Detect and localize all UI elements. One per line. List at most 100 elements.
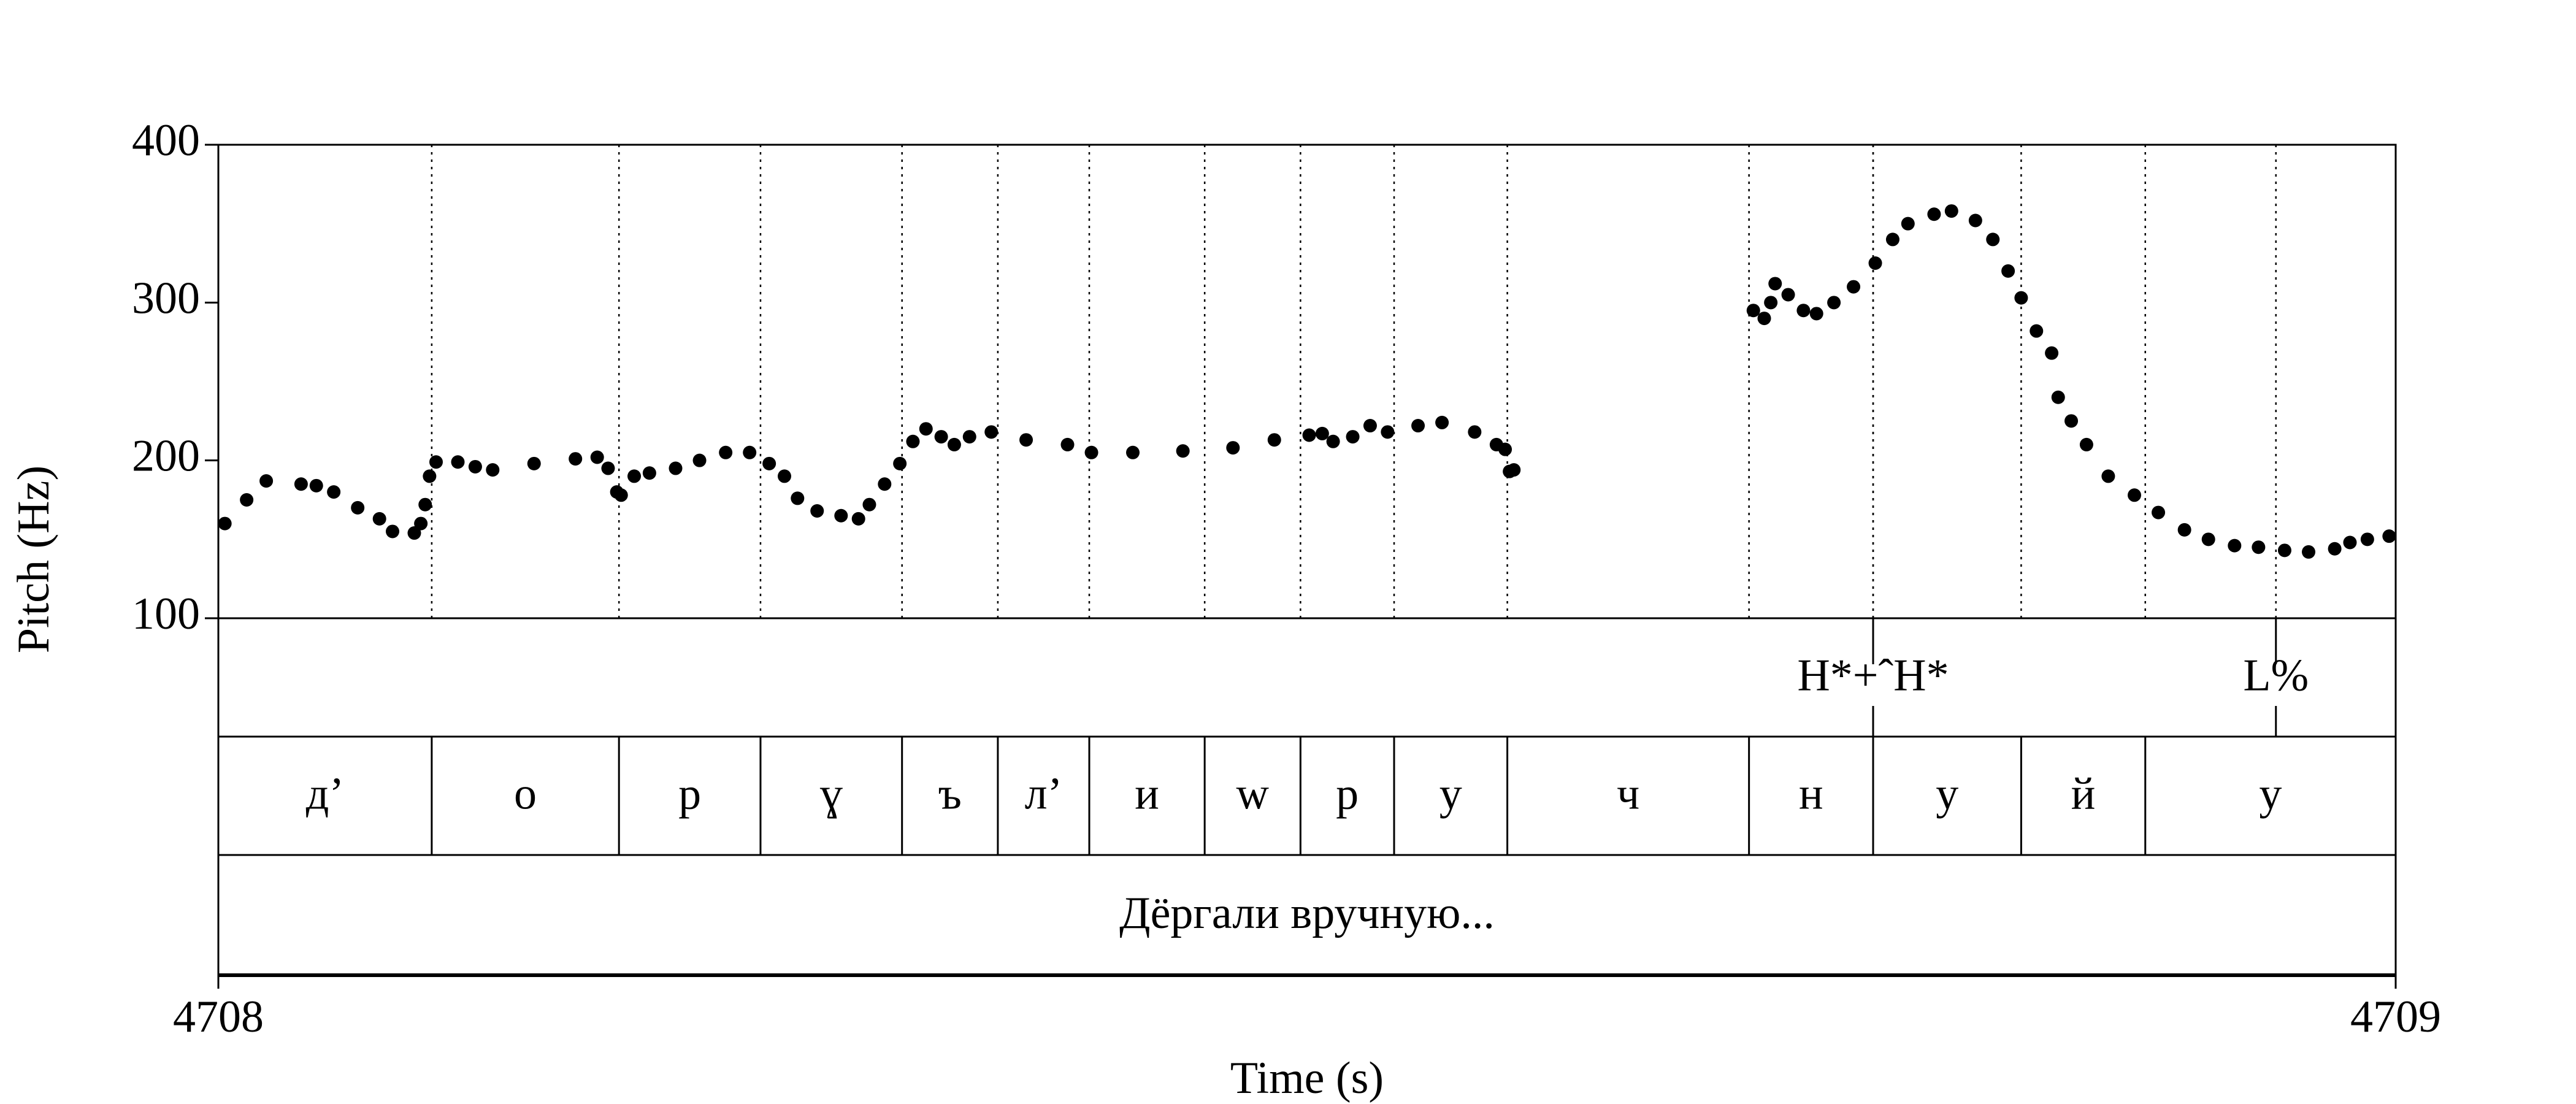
pitch-point (947, 437, 961, 451)
tier-label: р (678, 769, 701, 819)
tier-point-label: H*+ˆH* (1797, 650, 1949, 700)
tier-label: о (514, 769, 537, 819)
pitch-point (810, 504, 824, 518)
pitch-point (743, 445, 757, 459)
pitch-point (414, 516, 428, 531)
pitch-point (614, 488, 628, 502)
pitch-point (1363, 419, 1377, 433)
tier-label: ɣ (820, 769, 843, 819)
x-tick-label: 4708 (173, 992, 264, 1042)
pitch-point (1226, 441, 1240, 455)
pitch-point (984, 425, 999, 439)
pitch-point (1176, 444, 1190, 458)
pitch-point (1927, 207, 1941, 221)
pitch-point (418, 497, 432, 512)
pitch-point (309, 478, 323, 493)
pitch-point (407, 526, 421, 540)
pitch-point (590, 450, 604, 464)
pitch-point (1315, 426, 1329, 440)
tier-point-label: L% (2243, 650, 2309, 700)
pitch-point (1968, 213, 1982, 228)
pitch-point (486, 463, 500, 477)
pitch-point (1746, 304, 1760, 318)
pitch-point (1507, 463, 1521, 477)
pitch-point (218, 516, 232, 531)
pitch-point (423, 469, 437, 483)
pitch-point (2152, 505, 2166, 519)
pitch-point (2014, 291, 2028, 305)
y-axis-label: Pitch (Hz) (9, 466, 59, 653)
pitch-point (962, 430, 976, 444)
pitch-point (569, 452, 583, 466)
pitch-point (1809, 307, 1823, 321)
tier-label: у (2259, 769, 2282, 819)
pitch-point (1781, 288, 1795, 302)
pitch-point (429, 455, 443, 469)
pitch-point (1346, 430, 1360, 444)
pitch-point (1084, 445, 1098, 459)
tier-label: д’ (306, 769, 344, 819)
pitch-point (1498, 442, 1512, 456)
pitch-point (1468, 425, 1482, 439)
pitch-point (1757, 312, 1771, 326)
pitch-point (2302, 545, 2315, 559)
tier-label: н (1799, 769, 1823, 819)
pitch-point (327, 485, 341, 499)
pitch-point (878, 477, 892, 491)
pitch-point (2343, 535, 2357, 550)
y-tick-label: 200 (132, 431, 200, 481)
pitch-point (1126, 445, 1140, 459)
pitch-point (2079, 437, 2093, 451)
pitch-point (862, 497, 876, 512)
pitch-point (2201, 532, 2215, 546)
pitch-point (386, 524, 399, 539)
pitch-point (2064, 414, 2079, 428)
pitch-point (2001, 264, 2015, 278)
pitch-point (2101, 469, 2115, 483)
pitch-point (1381, 425, 1395, 439)
pitch-point (1326, 434, 1340, 448)
pitch-point (527, 456, 541, 470)
tier-label: ч (1617, 769, 1639, 819)
tier-label: w (1236, 769, 1270, 819)
pitch-point (351, 500, 365, 515)
pitch-point (2252, 540, 2266, 554)
pitch-point (762, 456, 776, 470)
y-tick-label: 100 (132, 589, 200, 639)
pitch-point (2030, 324, 2044, 338)
pitch-point (1827, 296, 1841, 310)
pitch-point (1019, 433, 1033, 447)
pitch-point (1847, 280, 1861, 294)
pitch-point (669, 461, 683, 475)
pitch-point (834, 508, 848, 523)
pitch-point (240, 493, 254, 507)
pitch-point (2277, 543, 2291, 558)
pitch-point (1768, 277, 1782, 291)
frame (217, 144, 2397, 976)
tier-label: р (1336, 769, 1359, 819)
pitch-point (1868, 256, 1882, 270)
tier-label: и (1135, 769, 1159, 819)
pitch-point (259, 474, 274, 488)
pitch-point (906, 434, 920, 448)
pitch-point (642, 466, 656, 480)
pitch-point (627, 469, 642, 483)
pitch-point (2360, 532, 2374, 546)
tier-label: у (1936, 769, 1958, 819)
pitch-point (919, 422, 933, 436)
pitch-point (1435, 415, 1449, 429)
pitch-point (1411, 419, 1425, 433)
pitch-point (1267, 433, 1281, 447)
pitch-point (1944, 204, 1958, 218)
pitch-point (2382, 529, 2396, 543)
pitch-point (2328, 542, 2342, 556)
tier-label: л’ (1025, 769, 1063, 819)
pitch-point (692, 453, 707, 467)
pitch-point (778, 469, 791, 483)
pitch-point (1901, 217, 1915, 231)
pitch-point (2128, 488, 2141, 502)
tier-label: у (1439, 769, 1462, 819)
tier-label: ъ (938, 769, 962, 819)
pitch-point (934, 430, 948, 444)
pitch-point (294, 477, 308, 491)
